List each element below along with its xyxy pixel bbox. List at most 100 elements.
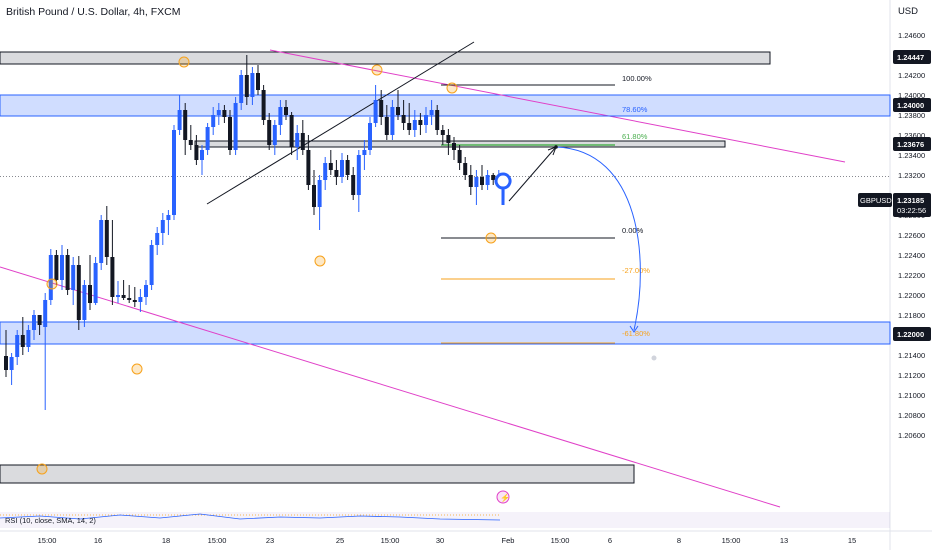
fib-neg618-label: -61.80%: [622, 329, 650, 338]
candle-body: [429, 110, 434, 115]
candle-body: [121, 295, 126, 298]
zone-gray-top: [0, 51, 771, 65]
swing-circle: [131, 363, 143, 375]
candle-body: [144, 285, 148, 297]
countdown-label: 03:22:56: [897, 206, 926, 215]
candle-body: [211, 115, 216, 127]
y-tick-label: 1.23800: [898, 111, 925, 120]
candle-body: [172, 130, 176, 215]
candle-body: [132, 300, 137, 302]
candle-body: [284, 107, 288, 115]
fib-neg27-label: -27.00%: [622, 266, 650, 275]
y-tick-label: 1.21200: [898, 371, 925, 380]
candle-body: [345, 160, 350, 175]
price-label-124447: 1.24447: [897, 53, 924, 62]
x-tick-label: 23: [266, 536, 274, 545]
flash-icon: [496, 490, 510, 504]
swing-circle: [178, 56, 190, 68]
candle-body: [267, 120, 272, 145]
candle-body: [116, 295, 120, 297]
candle-body: [272, 125, 277, 145]
marker-dot: [651, 355, 657, 361]
chart-title: British Pound / U.S. Dollar, 4h, FXCM: [6, 6, 181, 18]
y-tick-label: 1.21400: [898, 351, 925, 360]
projection-curve: [555, 146, 641, 331]
x-tick-label: 15:00: [208, 536, 227, 545]
y-tick-label: 1.24600: [898, 31, 925, 40]
zone-blue-top: [0, 94, 891, 117]
candle-body: [222, 110, 227, 117]
fib-786-label: 78.60%: [622, 105, 648, 114]
price-tag-label: 1.23185: [897, 196, 924, 205]
y-tick-label: 1.24000: [898, 91, 925, 100]
swing-circle: [314, 255, 326, 267]
candle-body: [261, 90, 266, 120]
candle-body: [491, 175, 496, 180]
x-tick-label: 15:00: [381, 536, 400, 545]
candle-body: [256, 73, 260, 90]
curve-arrow-head: [629, 325, 639, 333]
candle-body: [340, 160, 344, 177]
candle-body: [60, 255, 64, 280]
candle-body: [177, 110, 182, 130]
magenta-trendline-upper: [269, 49, 846, 163]
x-tick-label: 30: [436, 536, 444, 545]
swing-circle: [46, 278, 58, 290]
candle-body: [155, 233, 160, 245]
price-tag-box: [893, 193, 931, 217]
candle-body: [278, 107, 283, 125]
swing-circle: [485, 232, 497, 244]
candle-body: [32, 315, 36, 330]
candle-body: [233, 103, 238, 150]
candle-body: [15, 335, 20, 357]
candle-body: [457, 150, 462, 163]
y-tick-label: 1.20800: [898, 411, 925, 420]
y-tick-label: 1.22400: [898, 251, 925, 260]
y-tick-label: 1.24200: [898, 71, 925, 80]
candle-body: [435, 110, 440, 130]
candle-body: [300, 133, 305, 150]
y-tick-label: 1.21000: [898, 391, 925, 400]
candle-body: [20, 335, 25, 347]
swing-circle: [36, 463, 48, 475]
y-tick-label: 1.23600: [898, 131, 925, 140]
candle-body: [418, 120, 423, 125]
candle-body: [160, 220, 165, 233]
currency-label: USD: [897, 6, 918, 17]
candle-body: [396, 107, 400, 115]
candle-body: [205, 127, 210, 150]
candle-body: [138, 297, 143, 302]
price-label-124447-box: [893, 50, 931, 64]
candle-body: [440, 130, 445, 135]
projection-arrow: [508, 146, 557, 202]
curve-start-dot: [554, 145, 558, 149]
y-tick-label: 1.22200: [898, 271, 925, 280]
candle-body: [295, 133, 300, 147]
candle-body: [446, 135, 451, 143]
y-tick-label: 1.21800: [898, 311, 925, 320]
candle-body: [244, 75, 249, 97]
price-label-124000-box: [893, 98, 931, 112]
x-tick-label: 13: [780, 536, 788, 545]
candle-body: [463, 163, 468, 175]
symbol-tag-box: [858, 193, 892, 207]
candle-body: [194, 145, 199, 160]
candle-body: [104, 220, 109, 257]
candle-body: [228, 117, 232, 150]
candle-body: [323, 163, 328, 180]
candle-body: [93, 263, 98, 303]
price-label-123676: 1.23676: [897, 140, 924, 149]
candle-body: [452, 143, 456, 150]
candle-body: [99, 220, 104, 263]
candle-body: [200, 150, 204, 160]
location-pin-icon: [494, 172, 512, 206]
candle-body: [401, 115, 406, 123]
candle-body: [356, 155, 361, 195]
candle-body: [65, 255, 70, 290]
candle-body: [250, 73, 255, 97]
candle-body: [379, 100, 384, 117]
rsi-label: RSI (10, close, SMA, 14, 2): [5, 516, 96, 525]
